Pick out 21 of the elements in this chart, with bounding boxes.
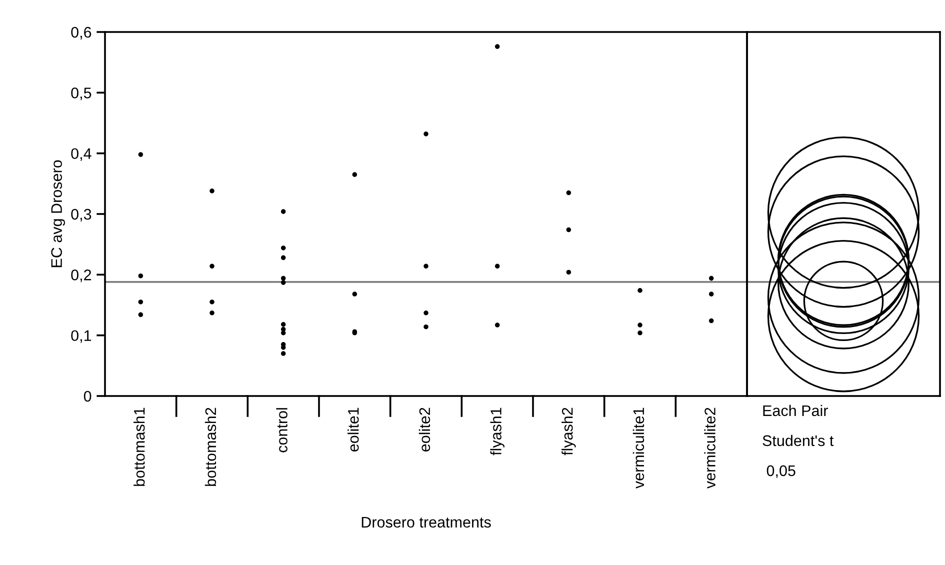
x-tick-label: eolite2: [418, 408, 430, 452]
text: Each Pair: [763, 404, 828, 416]
x-tick-label: eolite1: [348, 408, 359, 452]
x-tick-label: vermiculite1: [632, 408, 644, 489]
y-tick-label: 0,2: [71, 270, 92, 282]
x-tick-label: flyash2: [562, 408, 576, 456]
y-tick-label: 0,1: [71, 330, 92, 343]
text: Student's t: [762, 434, 834, 446]
y-tick-label: 0,4: [71, 148, 92, 161]
y-tick-label: 0: [84, 390, 92, 402]
y-axis-title: EC avg Drosero: [51, 160, 66, 268]
y-tick-label: 0,3: [71, 208, 92, 222]
y-tick-label: 0,6: [71, 26, 92, 40]
text: 0,05: [766, 465, 796, 478]
y-tick-label: 0,5: [71, 88, 92, 100]
x-tick-label: bottomash1: [134, 408, 145, 486]
x-tick-label: flyash1: [490, 408, 504, 456]
x-axis-title: Drosero treatments: [362, 516, 491, 528]
x-tick-label: control: [276, 408, 288, 452]
x-tick-label: vermiculite2: [704, 408, 716, 489]
x-tick-label: bottomash2: [204, 408, 216, 486]
